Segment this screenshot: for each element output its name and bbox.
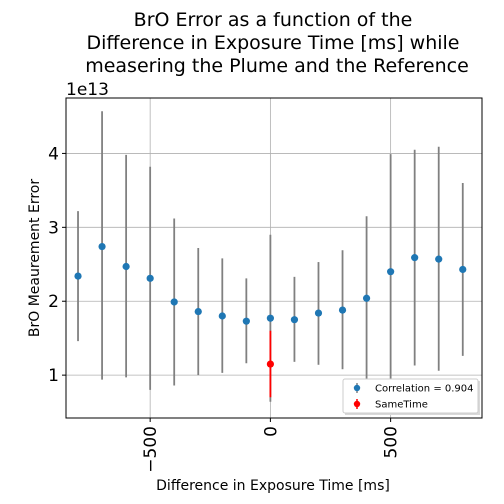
- legend-label: SameTime: [375, 400, 428, 411]
- chart-title-line-1: BrO Error as a function of the: [134, 9, 413, 31]
- x-tick-label: 0: [261, 426, 281, 437]
- data-point: [194, 307, 202, 316]
- data-point: [74, 272, 82, 280]
- data-point: [411, 254, 419, 262]
- data-point: [338, 306, 347, 314]
- y-tick-label: 4: [48, 144, 59, 164]
- x-tick-label: 500: [382, 426, 402, 458]
- plot-area: −500 0 500 1 2 3 4 Correlation = 0.904 SameTime: [48, 97, 483, 473]
- x-axis-label: Difference in Exposure Time [ms]: [156, 478, 390, 494]
- data-point: [146, 274, 154, 282]
- data-point: [266, 314, 274, 322]
- y-axis-label: BrO Meaurement Error: [27, 179, 43, 337]
- data-point: [218, 312, 226, 320]
- data-point: [459, 265, 467, 274]
- data-point: [362, 294, 371, 302]
- chart-title: BrO Error as a function of the Differenc…: [85, 9, 469, 77]
- data-point: [266, 360, 274, 368]
- data-point: [170, 298, 178, 306]
- y-tick-label: 1: [48, 366, 59, 386]
- legend-label: Correlation = 0.904: [375, 384, 474, 395]
- data-point: [314, 309, 323, 317]
- data-point: [98, 242, 106, 251]
- data-point: [290, 316, 299, 324]
- y-tick-label: 2: [48, 292, 59, 312]
- data-point: [242, 317, 250, 325]
- y-offset-label: 1e13: [66, 80, 109, 100]
- plot-frame: [65, 97, 483, 419]
- legend-marker: [353, 384, 361, 392]
- legend-marker: [353, 400, 361, 408]
- y-tick-label: 3: [48, 218, 59, 238]
- legend-box: [342, 378, 479, 414]
- data-point: [435, 255, 443, 263]
- chart-title-line-3: measering the Plume and the Reference: [85, 55, 469, 77]
- x-tick-label: −500: [141, 426, 161, 473]
- data-point: [122, 262, 130, 271]
- chart-title-line-2: Difference in Exposure Time [ms] while: [87, 32, 460, 54]
- data-point: [387, 268, 395, 276]
